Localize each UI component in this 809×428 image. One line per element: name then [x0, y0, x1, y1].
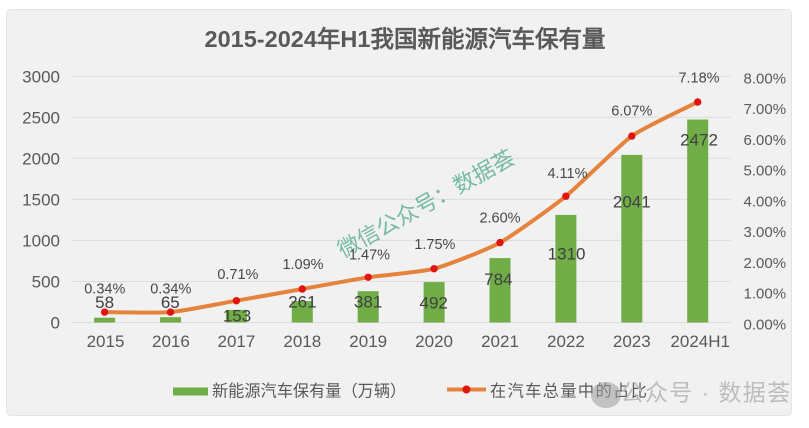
svg-text:2000: 2000 [22, 150, 60, 169]
svg-text:2017: 2017 [217, 332, 255, 351]
svg-text:2500: 2500 [22, 109, 60, 128]
svg-text:2.00%: 2.00% [744, 255, 787, 272]
svg-text:0: 0 [51, 314, 60, 333]
svg-text:6.07%: 6.07% [611, 104, 652, 120]
svg-text:4.11%: 4.11% [547, 166, 587, 182]
svg-text:2022: 2022 [547, 332, 585, 351]
svg-text:2015-2024年H1我国新能源汽车保有量: 2015-2024年H1我国新能源汽车保有量 [205, 25, 606, 52]
svg-text:65: 65 [161, 293, 180, 312]
svg-text:1500: 1500 [22, 191, 60, 210]
svg-text:0.34%: 0.34% [84, 282, 125, 298]
svg-text:1310: 1310 [548, 244, 586, 263]
svg-text:2472: 2472 [680, 130, 718, 149]
svg-text:2.60%: 2.60% [479, 211, 520, 227]
svg-text:5.00%: 5.00% [744, 163, 787, 180]
svg-text:2020: 2020 [415, 332, 453, 351]
svg-text:3000: 3000 [22, 67, 60, 86]
svg-text:0.34%: 0.34% [150, 282, 191, 298]
svg-text:2023: 2023 [613, 332, 651, 351]
svg-text:1.75%: 1.75% [414, 237, 455, 253]
svg-text:2021: 2021 [481, 332, 519, 351]
svg-text:2016: 2016 [152, 332, 190, 351]
svg-text:492: 492 [420, 294, 448, 313]
svg-text:3.00%: 3.00% [744, 224, 787, 241]
svg-text:2019: 2019 [349, 332, 387, 351]
svg-text:2015: 2015 [87, 332, 125, 351]
svg-text:7.18%: 7.18% [678, 71, 719, 87]
svg-text:500: 500 [32, 273, 60, 292]
svg-text:58: 58 [95, 293, 114, 312]
svg-text:公众号 · 数据荟: 公众号 · 数据荟 [621, 380, 792, 406]
svg-text:新能源汽车保有量（万辆）: 新能源汽车保有量（万辆） [212, 383, 406, 401]
svg-text:6.00%: 6.00% [744, 132, 787, 149]
svg-text:1000: 1000 [22, 232, 60, 251]
svg-text:1.00%: 1.00% [744, 286, 787, 303]
svg-text:1.47%: 1.47% [349, 248, 390, 264]
svg-text:8.00%: 8.00% [744, 71, 787, 88]
svg-text:153: 153 [223, 307, 251, 326]
svg-text:2018: 2018 [283, 332, 321, 351]
svg-text:7.00%: 7.00% [744, 101, 787, 118]
svg-text:784: 784 [484, 270, 512, 289]
svg-text:1.09%: 1.09% [282, 257, 323, 273]
svg-text:0.00%: 0.00% [744, 316, 787, 333]
svg-text:261: 261 [288, 293, 316, 312]
svg-text:0.71%: 0.71% [217, 267, 258, 283]
svg-text:4.00%: 4.00% [744, 193, 787, 210]
svg-text:2041: 2041 [613, 193, 651, 212]
svg-text:381: 381 [354, 293, 382, 312]
svg-text:2024H1: 2024H1 [670, 332, 730, 351]
